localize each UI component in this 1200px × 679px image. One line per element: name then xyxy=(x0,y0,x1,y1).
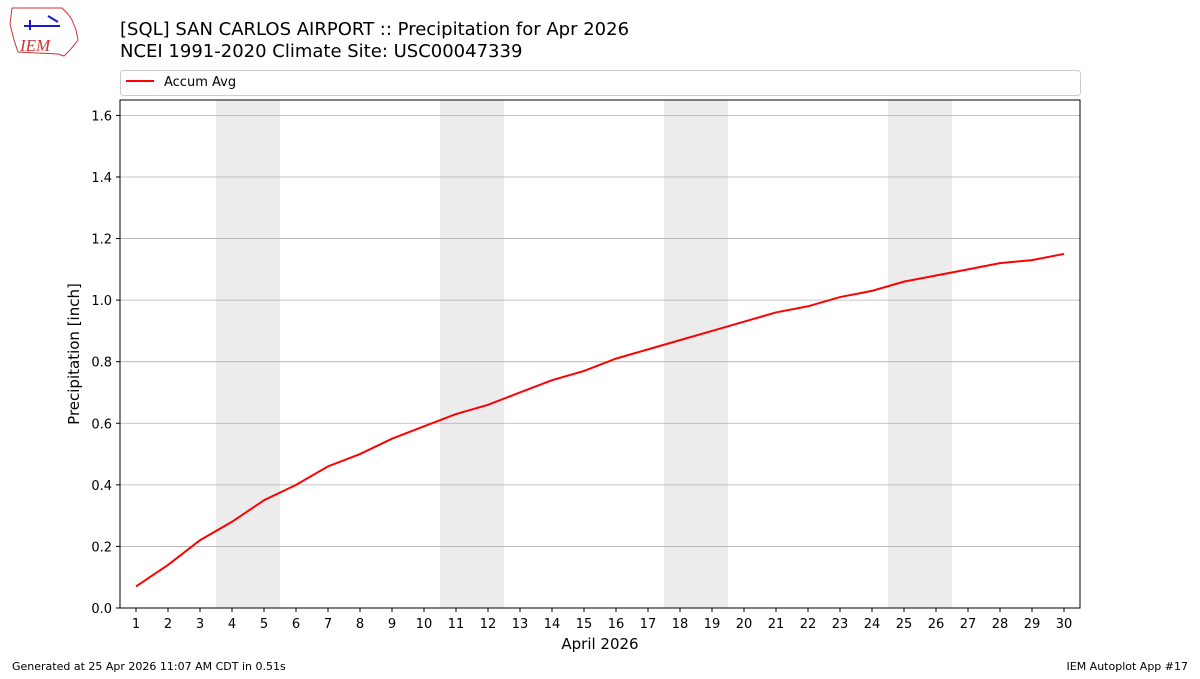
x-tick-label: 15 xyxy=(576,617,593,632)
y-tick-label: 0.8 xyxy=(91,356,112,371)
x-tick-label: 24 xyxy=(864,617,881,632)
x-tick-label: 6 xyxy=(292,617,300,632)
y-tick-label: 0.4 xyxy=(91,479,112,494)
logo-outline xyxy=(9,7,79,57)
footer-left: Generated at 25 Apr 2026 11:07 AM CDT in… xyxy=(12,660,286,673)
x-tick-label: 8 xyxy=(356,617,364,632)
y-axis-label: Precipitation [inch] xyxy=(65,283,83,425)
y-tick-label: 1.6 xyxy=(91,109,112,124)
x-tick-label: 22 xyxy=(800,617,817,632)
x-tick-label: 28 xyxy=(992,617,1009,632)
weekend-band xyxy=(664,100,728,608)
x-tick-label: 25 xyxy=(896,617,913,632)
y-tick-label: 1.0 xyxy=(91,294,112,309)
x-tick-label: 7 xyxy=(324,617,332,632)
y-tick-label: 0.6 xyxy=(91,417,112,432)
series-line xyxy=(135,252,1065,588)
x-tick-label: 12 xyxy=(480,617,497,632)
x-tick-label: 17 xyxy=(640,617,657,632)
x-axis-label: April 2026 xyxy=(561,635,638,653)
logo-icon xyxy=(24,15,60,30)
plot-frame xyxy=(119,99,1081,609)
x-tick-label: 1 xyxy=(132,617,140,632)
x-tick-label: 9 xyxy=(388,617,396,632)
logo: IEM xyxy=(9,7,79,57)
y-tick-label: 0.0 xyxy=(91,602,112,617)
y-tick-label: 1.2 xyxy=(91,233,112,248)
x-tick-label: 5 xyxy=(260,617,268,632)
weekend-band xyxy=(440,100,504,608)
x-tick-label: 18 xyxy=(672,617,689,632)
x-tick-label: 26 xyxy=(928,617,945,632)
x-tick-label: 27 xyxy=(960,617,977,632)
x-tick-label: 20 xyxy=(736,617,753,632)
x-tick-label: 19 xyxy=(704,617,721,632)
x-tick-label: 3 xyxy=(196,617,204,632)
y-tick-label: 0.2 xyxy=(91,540,112,555)
legend-box xyxy=(120,70,1081,96)
x-tick-label: 21 xyxy=(768,617,785,632)
x-tick-label: 16 xyxy=(608,617,625,632)
x-tick-label: 30 xyxy=(1056,617,1073,632)
footer-right: IEM Autoplot App #17 xyxy=(1067,660,1189,673)
weekend-band xyxy=(216,100,280,608)
weekend-band xyxy=(888,100,952,608)
chart-title: [SQL] SAN CARLOS AIRPORT :: Precipitatio… xyxy=(120,19,629,40)
x-tick-label: 29 xyxy=(1024,617,1041,632)
x-tick-label: 10 xyxy=(416,617,433,632)
y-tick-label: 1.4 xyxy=(91,171,112,186)
chart-subtitle: NCEI 1991-2020 Climate Site: USC00047339 xyxy=(120,41,522,62)
x-tick-label: 14 xyxy=(544,617,561,632)
x-tick-label: 4 xyxy=(228,617,236,632)
legend-label: Accum Avg xyxy=(164,75,236,90)
x-tick-label: 2 xyxy=(164,617,172,632)
x-tick-label: 13 xyxy=(512,617,529,632)
x-tick-label: 11 xyxy=(448,617,465,632)
logo-text: IEM xyxy=(19,36,51,55)
x-tick-label: 23 xyxy=(832,617,849,632)
